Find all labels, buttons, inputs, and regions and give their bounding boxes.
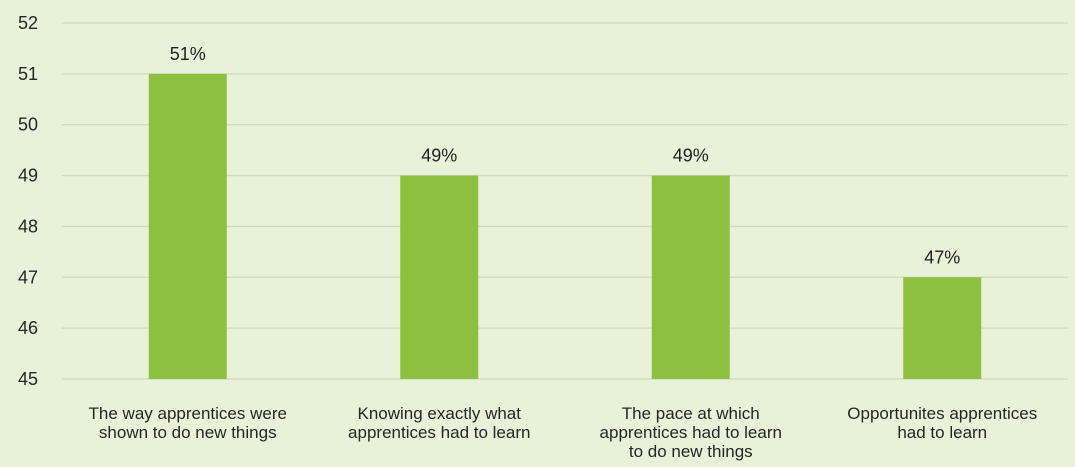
y-tick-label: 46 [18,318,38,338]
y-tick-label: 48 [18,216,38,236]
category-label: Opportunites apprentices had to learn [847,404,1037,442]
category-label: The way apprentices were shown to do new … [89,404,287,442]
category-labels: The way apprentices were shown to do new … [89,404,1038,461]
y-tick-label: 51 [18,64,38,84]
y-tick-label: 45 [18,369,38,389]
y-tick-label: 52 [18,13,38,33]
category-label: The pace at which apprentices had to lear… [600,404,782,461]
y-axis-ticks: 45 46 47 48 49 50 51 52 [18,13,38,389]
data-label: 49% [673,146,709,166]
bars [148,73,982,379]
data-label: 49% [421,146,457,166]
data-label: 47% [924,247,960,267]
gridlines [62,22,1068,380]
bar [400,175,479,379]
bar [903,277,982,379]
data-labels: 51% 49% 49% 47% [170,44,961,267]
y-tick-label: 50 [18,115,38,135]
bar [148,73,227,379]
y-tick-label: 49 [18,166,38,186]
category-label: Knowing exactly what apprentices had to l… [348,404,530,442]
data-label: 51% [170,44,206,64]
y-tick-label: 47 [18,267,38,287]
bar [651,175,730,379]
